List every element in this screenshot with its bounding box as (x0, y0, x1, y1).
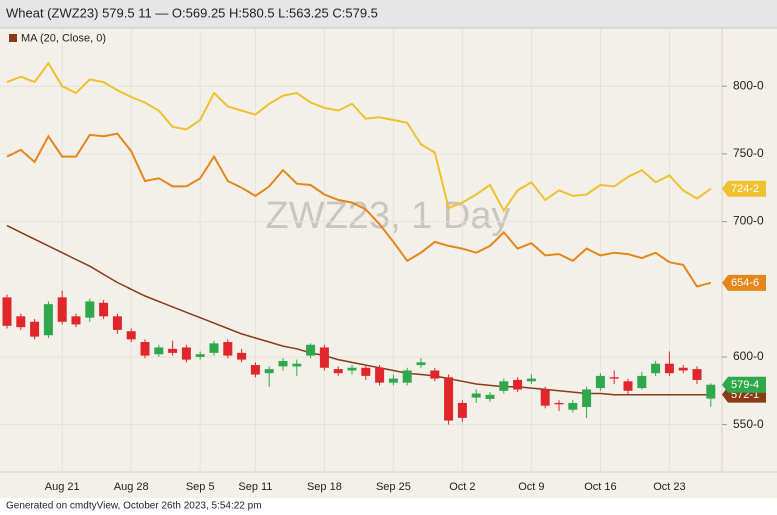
candle-body (154, 347, 164, 355)
candle-body (264, 369, 274, 374)
candle-body (595, 375, 605, 389)
candle-body (250, 365, 260, 375)
price-tag (722, 274, 766, 291)
footer-bar (0, 498, 777, 515)
y-tick-label: 600-0 (733, 349, 764, 363)
candle-body (126, 331, 136, 340)
candle-body (430, 370, 440, 379)
candle-body (637, 375, 647, 389)
candle-body (2, 297, 12, 326)
price-tag (722, 376, 766, 393)
x-tick-label: Oct 9 (518, 481, 544, 493)
price-tag-label: 724-2 (731, 183, 759, 195)
candle-body (678, 367, 688, 371)
x-tick-label: Sep 5 (186, 481, 215, 493)
x-tick-label: Aug 28 (114, 481, 149, 493)
footnote: Generated on cmdtyView, October 26th 202… (6, 501, 262, 512)
candle-body (609, 377, 619, 379)
candle-body (375, 367, 385, 383)
candle-body (402, 370, 412, 383)
candle-body (499, 381, 509, 391)
candle-body (540, 389, 550, 406)
y-tick-label: 550-0 (733, 417, 764, 431)
candle-body (85, 301, 95, 318)
candle-body (333, 369, 343, 374)
price-tag-label: 654-6 (731, 277, 759, 289)
candle-body (195, 354, 205, 357)
candle-body (43, 304, 53, 336)
candle-body (319, 347, 329, 368)
candle-body (361, 367, 371, 376)
candle-body (30, 321, 40, 337)
candle-body (388, 378, 398, 383)
candle-body (292, 363, 302, 367)
candle-body (16, 316, 26, 328)
candle-body (692, 369, 702, 380)
candle-body (278, 361, 288, 367)
candle-body (181, 347, 191, 360)
candle-body (223, 342, 233, 356)
x-tick-label: Sep 11 (238, 481, 272, 493)
candle-body (457, 402, 467, 418)
chart-title: Wheat (ZWZ23) 579.5 11 — O:569.25 H:580.… (6, 5, 378, 20)
candle-body (513, 379, 523, 390)
candle-body (140, 342, 150, 356)
candle-body (237, 352, 247, 360)
price-tag (722, 180, 766, 197)
candle-body (168, 348, 178, 353)
candle-body (306, 344, 316, 356)
candle-body (664, 363, 674, 374)
candle-body (582, 389, 592, 408)
candle-body (568, 402, 578, 410)
y-tick-label: 700-0 (733, 214, 764, 228)
candle-body (554, 402, 564, 405)
legend-label: MA (20, Close, 0) (21, 32, 106, 44)
x-tick-label: Oct 2 (449, 481, 475, 493)
candle-body (471, 393, 481, 398)
candle-body (485, 394, 495, 399)
candle-body (112, 316, 122, 330)
x-tick-label: Aug 21 (45, 481, 80, 493)
candle-body (651, 363, 661, 374)
candle-body (444, 377, 454, 421)
line (6, 132, 712, 288)
y-tick-label: 800-0 (733, 78, 764, 92)
line (6, 61, 712, 213)
price-tag-label: 579-4 (731, 379, 759, 391)
candle-body (706, 384, 716, 399)
candle-body (71, 316, 81, 325)
candle-body (526, 378, 536, 382)
legend-swatch (9, 34, 17, 42)
candle-body (347, 367, 357, 371)
y-tick-label: 750-0 (733, 146, 764, 160)
x-tick-label: Sep 18 (307, 481, 342, 493)
x-tick-label: Oct 23 (653, 481, 685, 493)
header-bar (0, 0, 777, 28)
candle-body (57, 297, 67, 322)
candle-body (209, 343, 219, 353)
candle-body (623, 381, 633, 391)
x-tick-label: Oct 16 (584, 481, 616, 493)
watermark: ZWZ23, 1 Day (266, 195, 511, 237)
line (6, 224, 711, 396)
candle-body (416, 362, 426, 366)
candle-body (99, 302, 109, 317)
x-tick-label: Sep 25 (376, 481, 411, 493)
